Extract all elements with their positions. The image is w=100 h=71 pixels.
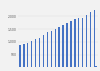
Bar [86, 14, 87, 67]
Bar [39, 38, 40, 67]
Bar [95, 66, 97, 67]
Bar [78, 18, 80, 67]
Bar [43, 35, 44, 67]
Bar [35, 39, 36, 67]
Bar [62, 25, 64, 67]
Bar [55, 29, 56, 67]
Bar [58, 27, 60, 67]
Bar [23, 44, 25, 67]
Bar [19, 45, 21, 67]
Bar [94, 10, 95, 67]
Bar [31, 41, 32, 67]
Bar [70, 21, 72, 67]
Bar [82, 18, 83, 67]
Bar [47, 32, 48, 67]
Bar [51, 31, 52, 67]
Bar [90, 12, 91, 67]
Bar [66, 23, 68, 67]
Bar [27, 43, 28, 67]
Bar [74, 19, 76, 67]
